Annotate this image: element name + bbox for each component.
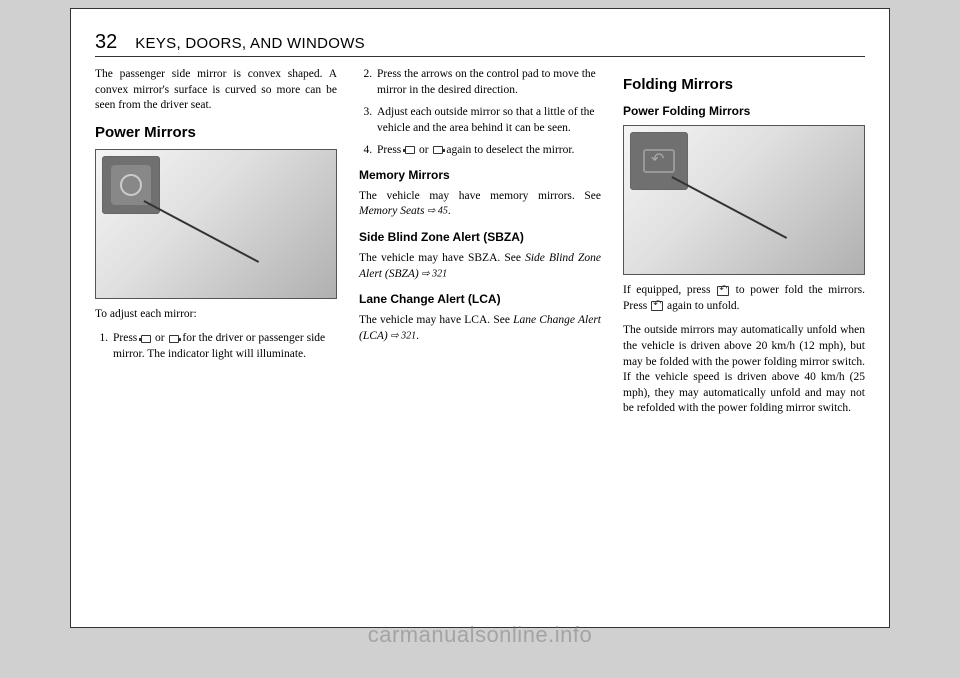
step-2: Press the arrows on the control pad to m… — [375, 67, 601, 98]
content-area: 32 KEYS, DOORS, AND WINDOWS The passenge… — [95, 31, 865, 607]
figure-power-mirror-control — [95, 149, 337, 299]
memory-text-a: The vehicle may have memory mirrors. See — [359, 190, 601, 202]
column-2: Press the arrows on the control pad to m… — [359, 67, 601, 426]
fold-text-c: again to unfold. — [664, 300, 739, 312]
step4-text-b: or — [416, 144, 431, 156]
body-columns: The passenger side mirror is convex shap… — [95, 67, 865, 426]
chapter-title: KEYS, DOORS, AND WINDOWS — [135, 35, 365, 52]
page-frame: 32 KEYS, DOORS, AND WINDOWS The passenge… — [70, 8, 890, 628]
page-header: 32 KEYS, DOORS, AND WINDOWS — [95, 31, 865, 57]
mirror-left-icon — [141, 335, 151, 343]
step-4: Press or again to deselect the mirror. — [375, 143, 601, 159]
figure-power-folding — [623, 125, 865, 275]
mirror-right-icon — [433, 146, 443, 154]
figure-pointer-line — [144, 200, 259, 262]
heading-lca: Lane Change Alert (LCA) — [359, 291, 601, 307]
steps-list-col1: Press or for the driver or passenger sid… — [111, 331, 337, 362]
lca-paragraph: The vehicle may have LCA. See Lane Chang… — [359, 313, 601, 344]
step4-text-c: again to deselect the mirror. — [444, 144, 575, 156]
step1-text-a: Press — [113, 332, 140, 344]
fold-switch-icon — [643, 149, 675, 173]
sbza-paragraph: The vehicle may have SBZA. See Side Blin… — [359, 251, 601, 282]
mirror-right-icon — [169, 335, 179, 343]
outside-mirrors-paragraph: The outside mirrors may automatically un… — [623, 323, 865, 416]
lca-text-a: The vehicle may have LCA. See — [359, 314, 513, 326]
adjust-intro: To adjust each mirror: — [95, 307, 337, 323]
memory-xref: Memory Seats — [359, 205, 424, 217]
lca-xref-page: ⇨ 321 — [388, 330, 416, 341]
fold-paragraph: If equipped, press to power fold the mir… — [623, 283, 865, 314]
column-3: Folding Mirrors Power Folding Mirrors If… — [623, 67, 865, 426]
steps-list-col2: Press the arrows on the control pad to m… — [375, 67, 601, 159]
memory-paragraph: The vehicle may have memory mirrors. See… — [359, 189, 601, 220]
sbza-text-a: The vehicle may have SBZA. See — [359, 252, 525, 264]
step-1: Press or for the driver or passenger sid… — [111, 331, 337, 362]
memory-text-end: . — [448, 205, 451, 217]
heading-folding-mirrors: Folding Mirrors — [623, 75, 865, 95]
step4-text-a: Press — [377, 144, 404, 156]
step1-text-b: or — [152, 332, 167, 344]
step-3: Adjust each outside mirror so that a lit… — [375, 105, 601, 136]
intro-paragraph: The passenger side mirror is convex shap… — [95, 67, 337, 114]
mirror-left-icon — [405, 146, 415, 154]
column-1: The passenger side mirror is convex shap… — [95, 67, 337, 426]
memory-xref-page: ⇨ 45 — [424, 206, 447, 217]
lca-text-end: . — [416, 330, 419, 342]
fold-text-a: If equipped, press — [623, 284, 716, 296]
heading-power-mirrors: Power Mirrors — [95, 123, 337, 143]
heading-power-folding: Power Folding Mirrors — [623, 103, 865, 119]
figure-pointer-line-2 — [672, 177, 787, 239]
mirror-fold-icon — [717, 286, 729, 296]
heading-memory-mirrors: Memory Mirrors — [359, 167, 601, 183]
mirror-fold-icon — [651, 301, 663, 311]
page-number: 32 — [95, 31, 117, 54]
sbza-xref-page: ⇨ 321 — [419, 268, 447, 279]
control-pad-icon — [111, 165, 151, 205]
heading-sbza: Side Blind Zone Alert (SBZA) — [359, 229, 601, 245]
